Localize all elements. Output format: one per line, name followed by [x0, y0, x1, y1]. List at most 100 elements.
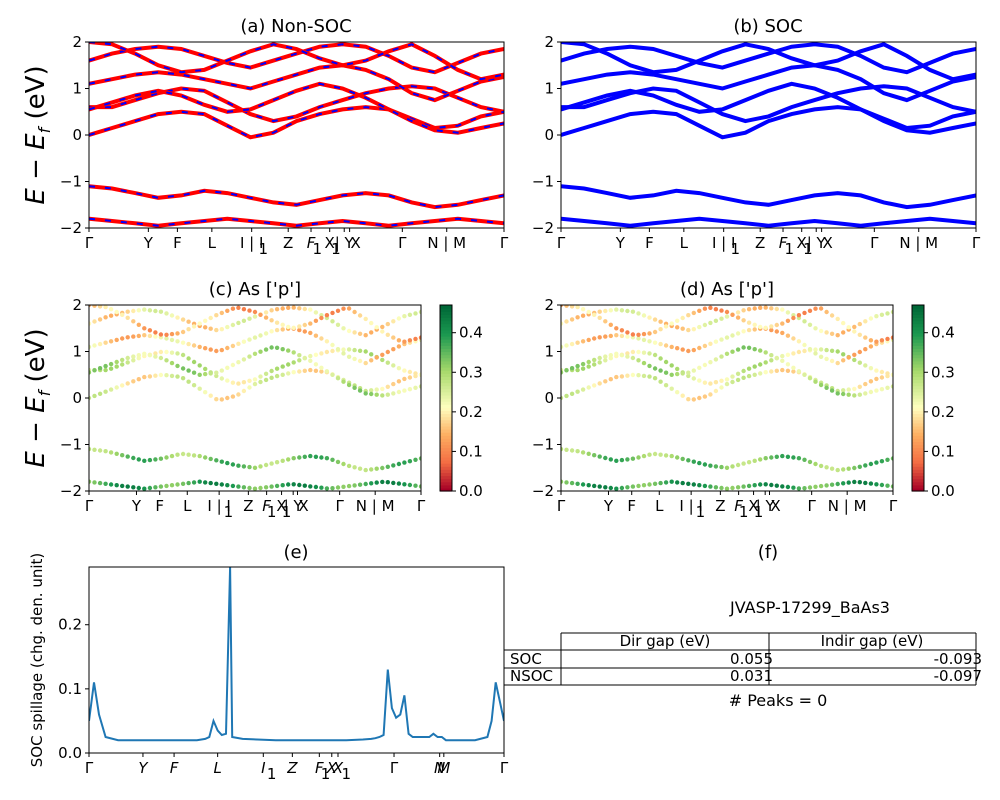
projection-point [619, 333, 625, 339]
panel-e-ylabel: SOC spillage (chg. den. unit) [28, 553, 46, 768]
projection-point [669, 321, 674, 326]
projection-point [369, 330, 374, 335]
x-tick-label: Γ [557, 234, 566, 252]
projection-point [580, 307, 586, 312]
projection-point [330, 310, 335, 316]
projection-point [258, 312, 263, 317]
projection-point [374, 325, 379, 330]
projection-point [214, 348, 219, 354]
panel-d-colorbar: 0.0 0.1 0.2 0.3 0.4 [911, 304, 955, 500]
soc-band-line [561, 216, 976, 228]
projection-point [274, 460, 280, 465]
x-tick-label: 1 [696, 503, 706, 521]
x-tick-label: 1 [342, 765, 352, 783]
projection-point [125, 309, 130, 314]
x-tick-label: Γ [807, 497, 816, 515]
x-tick-label: X [276, 497, 286, 515]
colorbar-segment [912, 475, 924, 480]
projection-point [791, 351, 796, 356]
projection-point [357, 388, 363, 393]
panel-d-yticks: −2 −1 0 1 2 [532, 296, 561, 500]
projection-point [330, 372, 335, 377]
projection-point [407, 375, 413, 380]
projection-point [136, 308, 141, 313]
projection-point [691, 397, 696, 402]
projection-point [396, 461, 402, 467]
projection-point [241, 485, 247, 490]
projection-point [252, 377, 258, 382]
projection-point [702, 362, 708, 368]
projection-point [380, 393, 385, 398]
projection-point [713, 318, 719, 323]
projection-point [735, 485, 741, 490]
projection-point [702, 394, 708, 399]
projection-point [214, 313, 219, 318]
projection-point [791, 315, 796, 321]
projection-point [280, 372, 285, 377]
projection-point [619, 328, 625, 333]
projection-point [335, 308, 341, 313]
projection-point [619, 485, 625, 491]
colorbar-segment [440, 432, 452, 436]
projection-point [291, 370, 296, 375]
colorbar-segment [440, 444, 452, 449]
projection-point [346, 328, 352, 334]
gap-table: Dir gap (eV) Indir gap (eV) SOC 0.055 -0… [503, 632, 982, 686]
projection-point [575, 449, 580, 454]
projection-point [225, 345, 230, 351]
projection-point [592, 483, 597, 489]
x-tick-label: Y [143, 234, 154, 252]
x-tick-label: 1 [224, 503, 234, 521]
projection-point [597, 360, 602, 365]
colorbar-segment [912, 360, 924, 365]
projection-point [180, 366, 186, 371]
projection-point [92, 447, 97, 452]
projection-point [186, 452, 191, 457]
y-tick-label: 1 [544, 343, 554, 361]
panel-d-plot-area [561, 305, 893, 491]
projection-point [291, 305, 296, 310]
projection-point [752, 458, 757, 463]
colorbar-segment [440, 323, 452, 328]
colorbar-segment [440, 478, 452, 483]
projection-point [592, 362, 597, 367]
projection-point [857, 384, 862, 389]
projection-point [774, 306, 779, 312]
projection-point [252, 309, 258, 315]
projection-point [319, 336, 324, 341]
projection-point [675, 366, 680, 372]
projection-point [730, 333, 735, 338]
projection-point [614, 351, 619, 356]
projection-point [636, 373, 641, 378]
y-tick-label: −1 [532, 173, 554, 191]
colorbar-segment [440, 410, 452, 415]
projection-point [680, 456, 685, 462]
x-tick-label: N | M [899, 234, 938, 252]
projection-point [680, 393, 685, 398]
projection-point [407, 387, 413, 392]
projection-point [274, 320, 280, 325]
projection-point [879, 482, 885, 488]
projection-point [713, 307, 719, 312]
x-tick-label: Γ [390, 759, 399, 777]
colorbar-segment [440, 438, 452, 442]
x-tick-label: X [298, 497, 308, 515]
projection-point [647, 315, 652, 320]
x-tick-label: L [183, 497, 192, 515]
projection-point [203, 480, 208, 485]
projection-point [131, 358, 136, 363]
y-tick-label: 2 [544, 296, 554, 314]
projection-point [625, 330, 630, 335]
projection-point [663, 370, 669, 375]
projection-point [241, 307, 247, 312]
projection-point [219, 368, 224, 373]
projection-point [263, 485, 269, 490]
projection-point [763, 456, 768, 461]
projection-point [874, 482, 879, 487]
colorbar-segment [440, 314, 452, 318]
projection-point [561, 344, 564, 350]
projection-point [724, 314, 730, 319]
projection-point [153, 485, 158, 490]
projection-point [835, 333, 840, 338]
projection-point [857, 392, 862, 397]
